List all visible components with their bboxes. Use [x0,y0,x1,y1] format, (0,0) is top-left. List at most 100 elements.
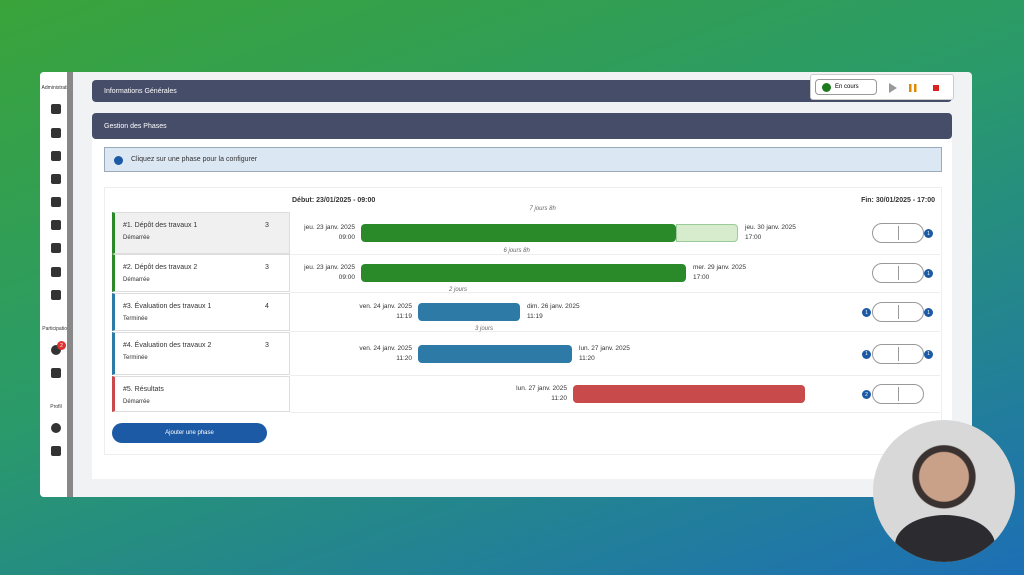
action-buttons[interactable] [872,343,924,364]
nav-icon[interactable] [51,446,61,456]
phase-bar-remaining [676,224,738,242]
start-date: ven. 24 janv. 2025 [359,303,412,310]
phase-status: Démarrée [123,235,150,241]
scrollbar[interactable] [67,72,73,497]
panel-title: Gestion des Phases [104,122,167,130]
start-date: jeu. 23 janv. 2025 [304,224,355,231]
action-buttons[interactable] [872,263,924,283]
phase-name: #3. Évaluation des travaux 1 [123,303,212,310]
badge: 1 [862,349,871,359]
end-time: 11:20 [579,354,595,362]
phase-bar[interactable] [418,303,520,321]
timeline-end: Fin: 30/01/2025 - 17:00 [861,197,935,204]
end-time: 11:19 [527,313,543,320]
phase-status: Démarrée [123,277,150,283]
participant-count: 4 [265,303,269,310]
end-date: mer. 29 janv. 2025 [693,264,746,271]
sidebar-section: Administratio [41,85,71,91]
action-buttons[interactable] [872,302,924,322]
phase-card[interactable] [112,293,290,331]
add-phase-button[interactable]: Ajouter une phase [112,423,267,443]
phase-bar[interactable] [573,385,805,403]
participant-count: 3 [265,264,269,271]
timeline-start: Début: 23/01/2025 - 09:00 [292,197,376,204]
status-pill[interactable]: En cours [815,79,877,95]
phase-card[interactable] [112,212,290,254]
phases-panel: Cliquez sur une phase pour la configurer… [92,139,952,479]
sidebar: Administratio Participation 2 Profil [40,72,72,497]
panel-header[interactable]: Informations Générales [92,80,952,102]
end-time: 17:00 [745,234,762,241]
phase-name: #5. Résultats [123,386,164,393]
start-time: 09:00 [338,274,355,281]
hint-text: Cliquez sur une phase pour la configurer [131,156,258,163]
sidebar-section: Participation [42,326,70,332]
nav-icon[interactable] [51,423,61,433]
end-date: lun. 27 janv. 2025 [579,344,630,352]
start-time: 11:20 [551,395,567,402]
status-dot [822,82,831,92]
timeline-card: Début: 23/01/2025 - 09:00 Fin: 30/01/202… [104,187,942,455]
sidebar-section: Profil [50,404,62,410]
panel-title: Informations Générales [104,87,177,95]
nav-icon[interactable] [51,243,61,253]
webcam-overlay [873,420,1015,562]
nav-icon[interactable] [51,128,61,138]
start-time: 11:19 [396,313,412,320]
participant-count: 3 [265,222,269,229]
start-time: 11:20 [396,354,412,362]
phase-card[interactable] [112,254,290,292]
app-window: Administratio Participation 2 Profil Inf… [40,72,972,497]
start-date: lun. 27 janv. 2025 [516,385,567,392]
nav-icon[interactable] [51,197,61,207]
badge: 1 [924,308,933,317]
nav-icon[interactable] [51,267,61,277]
status-widget: En cours [810,74,954,100]
panel-header[interactable]: Gestion des Phases [92,113,952,139]
phase-bar[interactable] [361,224,676,242]
phase-name: #2. Dépôt des travaux 2 [123,264,198,271]
phase-name: #1. Dépôt des travaux 1 [123,222,198,229]
start-date: ven. 24 janv. 2025 [359,344,412,352]
action-buttons[interactable] [872,384,924,404]
status-label: En cours [835,84,859,90]
nav-icon[interactable] [51,345,61,355]
hint-box: Cliquez sur une phase pour la configurer [104,147,942,172]
row-divider [290,375,940,376]
nav-icon[interactable] [51,290,61,300]
badge: 1 [924,269,933,278]
button-label: Ajouter une phase [165,430,214,436]
start-date: jeu. 23 janv. 2025 [304,264,355,271]
action-buttons[interactable] [872,223,924,243]
duration: 6 jours 8h [503,248,530,254]
duration: 2 jours [449,287,468,293]
phase-card[interactable] [112,376,290,412]
row-divider [290,254,940,255]
info-icon [114,156,123,165]
start-time: 09:00 [338,234,355,241]
nav-icon[interactable] [51,174,61,184]
end-time: 17:00 [693,274,710,281]
notification-badge: 2 [57,341,66,350]
phase-bar[interactable] [361,264,686,282]
phase-status: Démarrée [123,399,150,405]
nav-icon[interactable] [51,151,61,161]
phase-card[interactable] [112,332,290,375]
badge: 1 [924,229,933,238]
badge: 2 [862,390,871,399]
person-body [895,515,995,562]
phase-bar[interactable] [418,344,572,363]
nav-icon[interactable] [51,220,61,230]
row-divider [290,412,940,413]
participant-count: 3 [265,342,269,349]
badge: 1 [862,308,871,317]
duration: 3 jours [475,326,494,332]
badge: 1 [924,349,933,359]
nav-icon[interactable] [51,104,61,114]
phase-status: Terminée [123,316,148,322]
controls[interactable] [889,83,949,93]
end-date: jeu. 30 janv. 2025 [745,224,796,231]
row-divider [290,292,940,293]
nav-icon[interactable] [51,368,61,378]
